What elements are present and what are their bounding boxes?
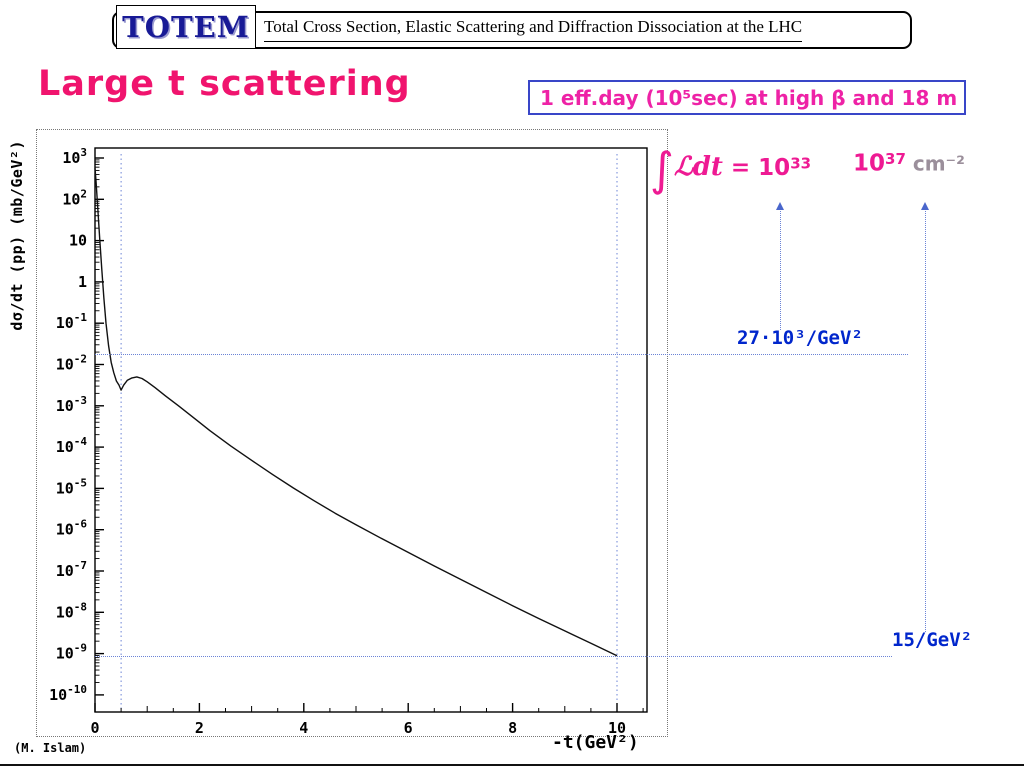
up-arrow-icon [776,201,784,331]
lumi-script-label: ℒdt [673,152,723,182]
rate-label-dip: 27·10³/GeV² [737,327,863,350]
x-tick-label: 4 [299,719,308,737]
y-axis-label: dσ/dt (pp) (mb/GeV²) [8,140,26,331]
y-tick-label: 10-7 [56,559,87,580]
plot-frame [94,147,648,713]
rate-label-high-t: 15/GeV² [892,628,973,651]
cross-section-curve [94,168,618,657]
lumi-high-exponent: 37 [885,150,906,168]
up-arrow-icon [921,202,929,632]
integral-icon: ∫ [650,142,674,196]
lumi-low-exponent: 33 [790,154,812,173]
lumi-high-unit: cm⁻² [905,151,965,176]
y-tick-label: 10-3 [56,394,87,415]
y-tick-label: 103 [62,146,87,167]
x-tick-label: 10 [608,719,626,737]
y-tick-label: 10-4 [56,435,88,456]
totem-logo-text: TOTEM [122,10,250,44]
lumi-low-value: = 10 [722,155,791,181]
slide-title: Large t scattering [38,64,411,104]
y-tick-label: 1 [78,273,87,291]
lumi-high-value: 10 [853,150,886,177]
plot-outline [36,129,668,737]
y-tick-label: 10-5 [56,476,87,497]
y-tick-label: 10-10 [49,683,87,704]
luminosity-low-annotation: ∫ℒdt = 1033 [650,142,811,196]
luminosity-high-annotation: 1037 cm⁻² [853,150,965,176]
header-title: Total Cross Section, Elastic Scattering … [264,17,803,42]
rate-line-dip [95,354,908,356]
rate-line-high-t [95,655,892,657]
credit-text: (M. Islam) [14,741,87,755]
x-tick-label: 2 [195,719,204,737]
y-tick-label: 10-2 [56,353,87,374]
y-tick-label: 10-6 [56,518,88,539]
y-tick-label: 10 [69,232,87,250]
y-tick-label: 10-1 [56,311,88,332]
cross-section-plot: 10310210110-110-210-310-410-510-610-710-… [49,146,648,737]
beam-conditions-box: 1 eff.day (10⁵sec) at high β and 18 m [528,80,966,115]
y-tick-label: 102 [62,187,87,208]
x-tick-label: 8 [508,719,517,737]
x-tick-label: 0 [90,719,99,737]
y-tick-label: 10-9 [56,642,87,663]
y-tick-label: 10-8 [56,600,87,621]
beam-conditions-text: 1 eff.day (10⁵sec) at high β and 18 m [540,85,958,110]
slide-bottom-rule [0,764,1024,766]
x-axis-label: -t(GeV²) [552,732,639,753]
x-tick-label: 6 [404,719,413,737]
totem-logo: TOTEM [116,5,256,49]
